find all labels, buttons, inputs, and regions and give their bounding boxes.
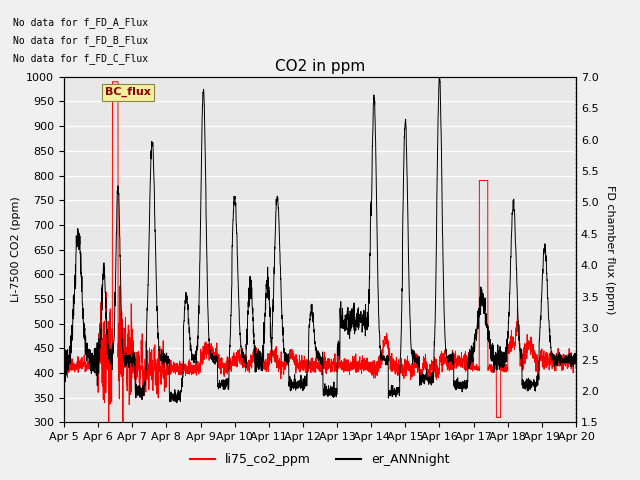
Title: CO2 in ppm: CO2 in ppm [275, 59, 365, 74]
Text: No data for f_FD_C_Flux: No data for f_FD_C_Flux [13, 53, 148, 64]
Text: BC_flux: BC_flux [105, 87, 151, 97]
Y-axis label: FD chamber flux (ppm): FD chamber flux (ppm) [605, 185, 615, 314]
Text: No data for f_FD_A_Flux: No data for f_FD_A_Flux [13, 17, 148, 28]
Legend: li75_co2_ppm, er_ANNnight: li75_co2_ppm, er_ANNnight [186, 448, 454, 471]
Y-axis label: Li-7500 CO2 (ppm): Li-7500 CO2 (ppm) [11, 197, 20, 302]
Text: No data for f_FD_B_Flux: No data for f_FD_B_Flux [13, 35, 148, 46]
